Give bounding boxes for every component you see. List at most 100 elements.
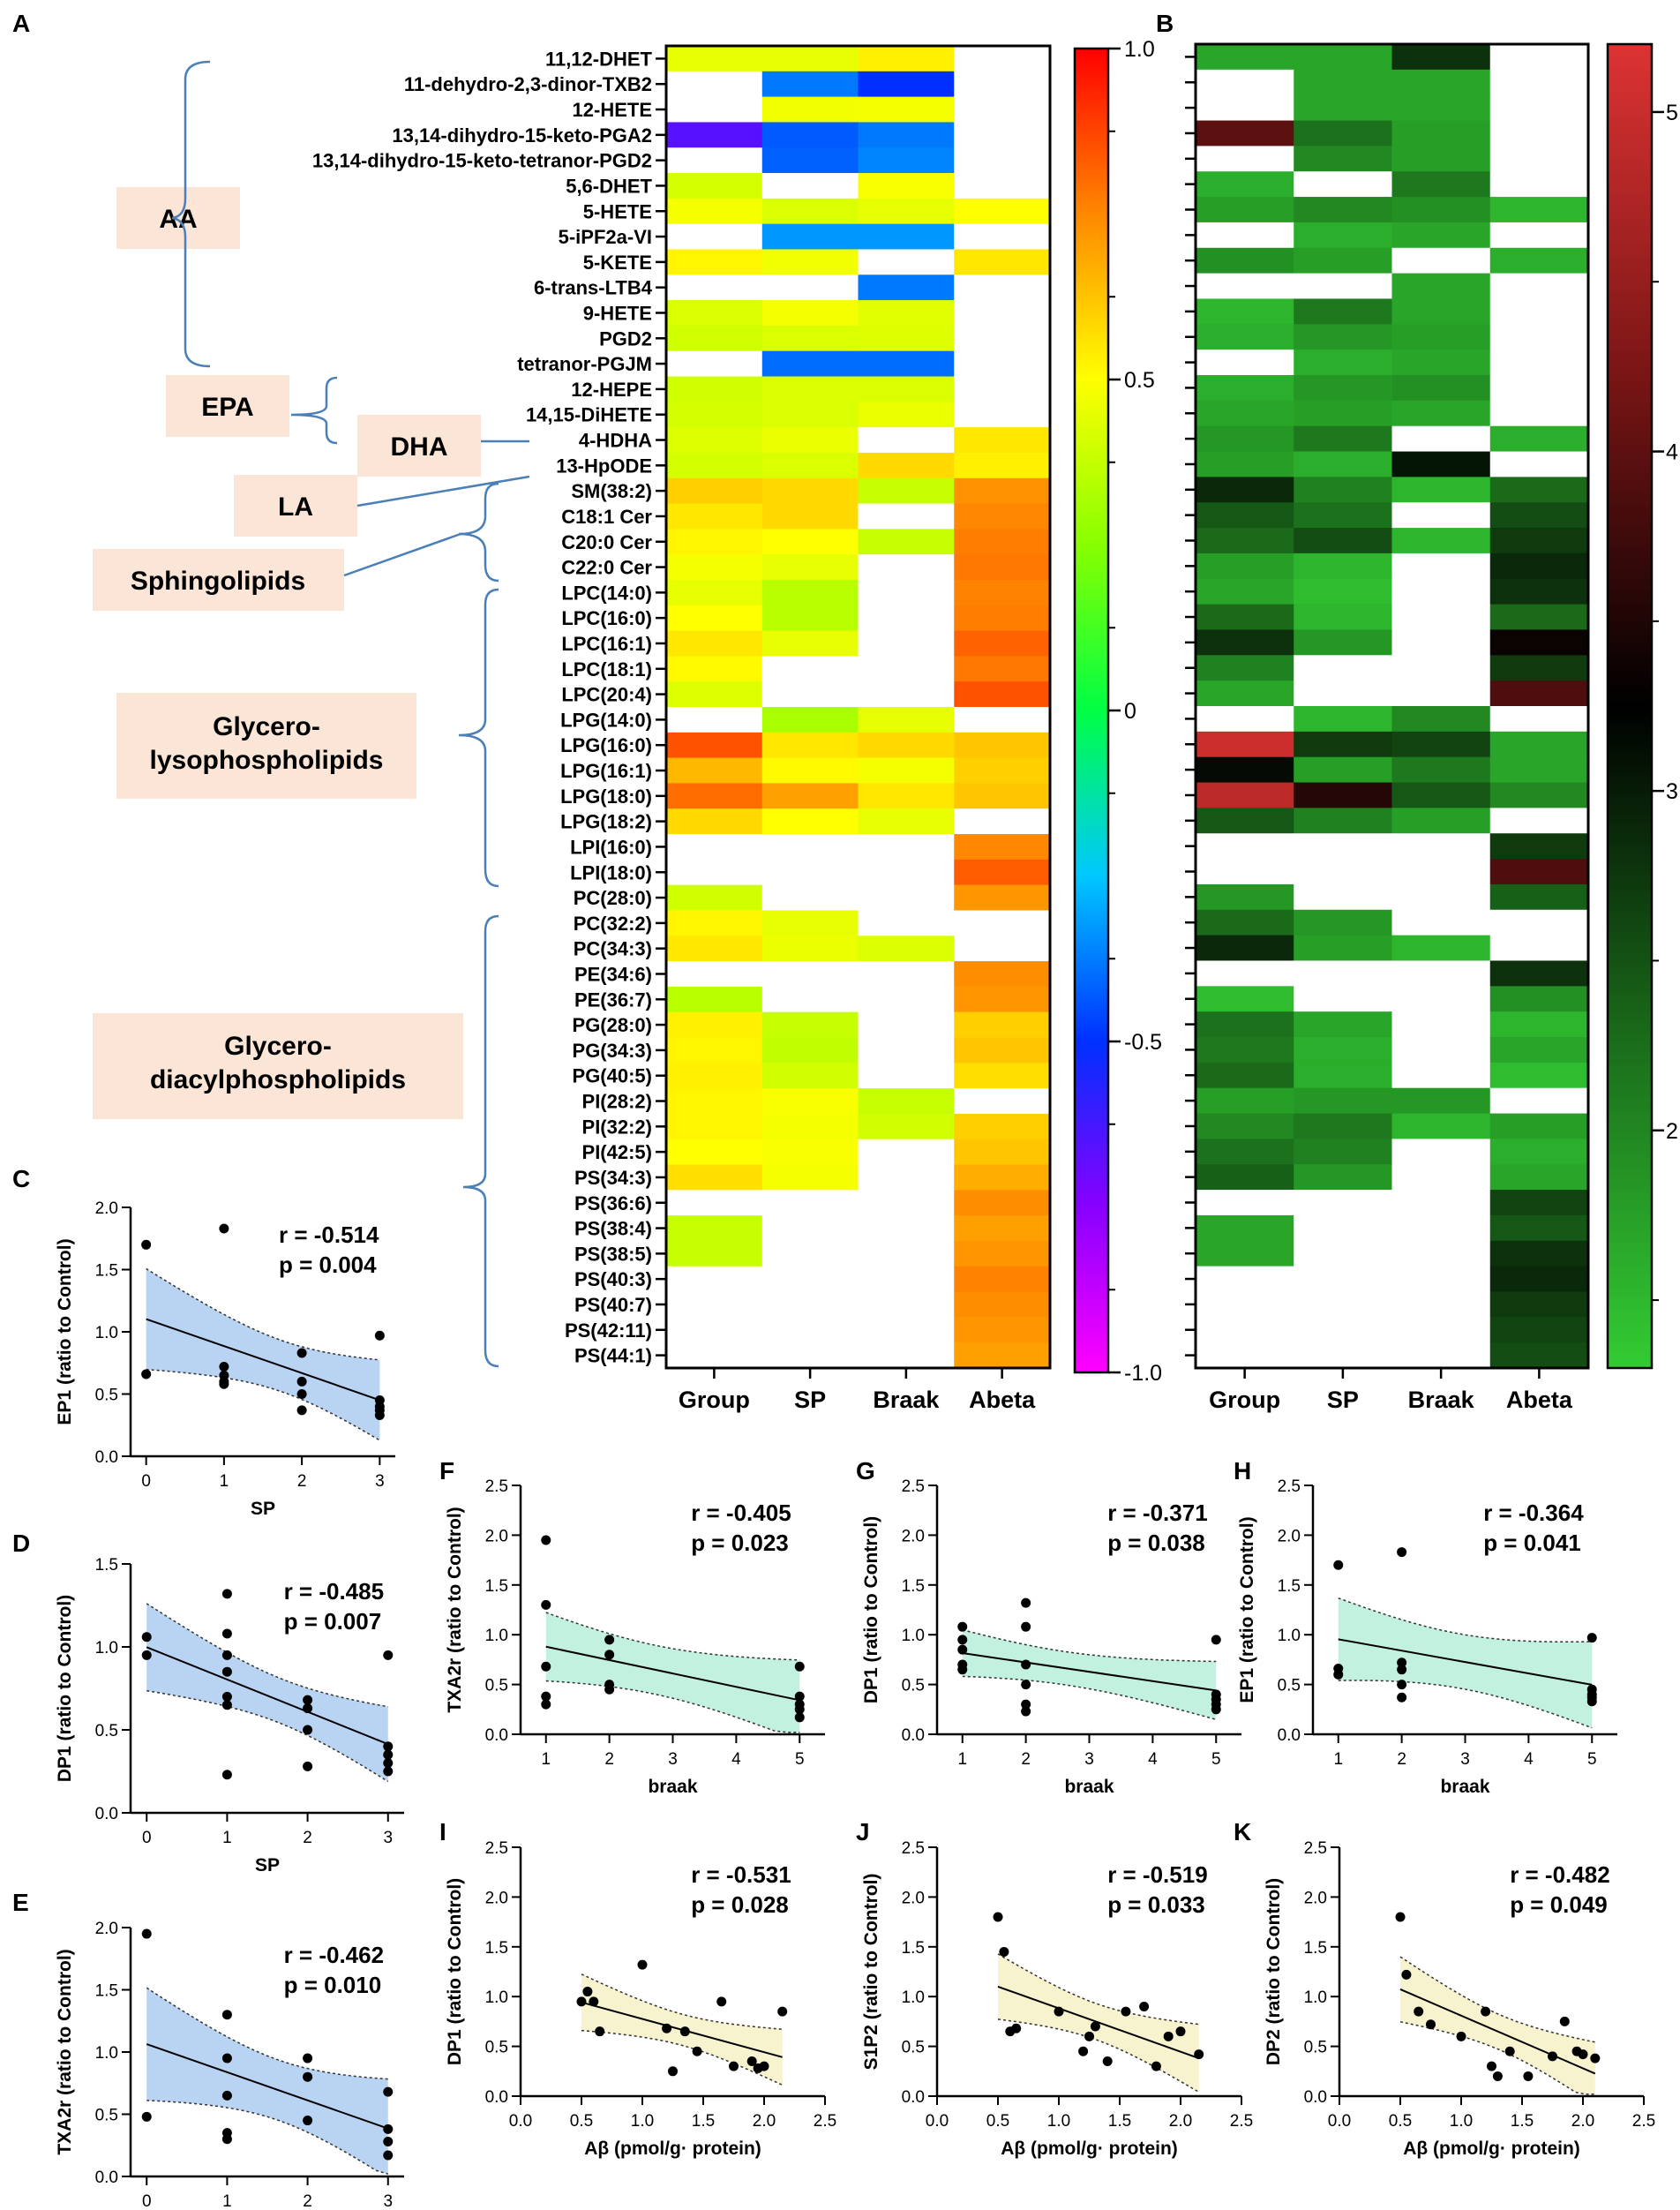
heatmap-row-label: LPI(18:0) [570,861,652,883]
heatmap-b-cell [1489,1190,1589,1216]
heatmap-b-cell [1489,1139,1589,1165]
data-point [1456,2031,1466,2041]
panel-letter-g: G [856,1457,875,1485]
heatmap-b-cell [1294,552,1392,580]
x-tick-label: 1.0 [631,2112,654,2131]
x-tick-label: 3 [1084,1750,1094,1769]
heatmap-b-cell [1196,883,1294,911]
heatmap-cell [858,249,955,275]
scatter-panel-h: 0.0 0.5 1.0 1.5 2.0 2.5 1 2 3 4 5 braak EP1 (ratio t… [1237,1477,1617,1797]
heatmap-row-label: tetranor-PGJM [517,353,652,375]
heatmap-b-cell [1489,298,1589,325]
data-point [219,1379,229,1389]
confidence-lower [962,1675,1217,1721]
y-tick-label: 0.0 [95,1448,118,1467]
heatmap-cell [858,1139,955,1166]
data-point [1090,2021,1100,2032]
colorbar-b-tick-label: 5 [1666,101,1678,125]
heatmap-row-label: PS(36:6) [574,1192,652,1214]
data-point [1021,1659,1031,1670]
correlation-p: p = 0.033 [1107,1891,1205,1918]
scatter-panel-e: 0.00.51.01.52.00123SPTXA2r (ratio to Con… [55,1920,404,2210]
colorbar-correlation-ticks: 1.0 0.5 0 -0.5 -1.0 [1108,37,1162,1386]
heatmap-cell [761,757,859,784]
heatmap-b-cell [1391,477,1491,503]
heatmap-b-cell [1391,1113,1491,1139]
heatmap-cell [858,529,955,555]
data-point [303,1695,313,1705]
heatmap-row-label: 13,14-dihydro-15-keto-tetranor-PGD2 [312,150,652,172]
heatmap-b-cell [1196,350,1294,376]
panel-letter-f: F [439,1457,454,1485]
data-point [777,2006,788,2017]
heatmap-b-cell [1294,477,1392,503]
heatmap-row-label: SM(38:2) [571,480,652,502]
heatmap-cell [761,579,859,606]
heatmap-cell [954,681,1051,708]
x-axis-label: Aβ (pmol/g· protein) [584,2139,761,2159]
heatmap-cell [954,402,1051,428]
heatmap-b-cell [1391,1087,1491,1115]
heatmap-cell [666,1139,763,1166]
heatmap-b-cell [1196,578,1294,605]
y-tick-label: 2.5 [485,1839,508,1858]
panel-letter-b: B [1156,10,1174,37]
confidence-upper [962,1628,1217,1663]
correlation-p: p = 0.028 [691,1891,789,1918]
y-tick-label: 2.0 [95,1199,118,1218]
y-tick-label: 0.5 [485,2039,508,2057]
heatmap-row-label: PG(28:0) [573,1014,652,1036]
heatmap-cell [858,402,955,428]
heatmap-cell [954,147,1051,174]
x-tick-label: 2.0 [1571,2112,1594,2131]
x-tick-label: 0 [142,2192,152,2210]
heatmap-cell [858,834,955,861]
heatmap-cell [761,554,859,581]
data-point [1401,1969,1412,1980]
heatmap-b-cell [1489,1062,1589,1089]
heatmap-cell [954,732,1051,759]
data-point [1021,1621,1031,1632]
data-point [1586,1696,1597,1707]
heatmap-cell [954,630,1051,657]
heatmap-b-cell [1294,655,1392,681]
heatmap-row-labels: 11,12-DHET 11-dehydro-2,3-dinor-TXB2 12-HE… [312,48,666,1367]
scatter-panel-k: 0.0 0.5 1.0 1.5 2.0 2.5 0.0 0.5 1.0 1.5 2.0 2.5 Aβ (… [1264,1839,1655,2159]
heatmap-b-cell [1391,528,1491,554]
data-point [1492,2071,1503,2081]
data-point [1523,2071,1534,2081]
heatmap-cell [761,1164,859,1191]
y-tick-label: 1.0 [1304,1988,1327,2007]
data-point [1021,1597,1031,1608]
heatmap-b-cell [1489,324,1589,350]
heatmap-b-cell [1294,528,1392,554]
heatmap-cell [666,1063,763,1089]
data-point [221,2134,232,2145]
heatmap-b-cell [1196,1113,1294,1139]
heatmap-cell [858,605,955,632]
heatmap-row-label: LPG(18:2) [560,811,652,833]
data-point [746,2056,757,2067]
heatmap-row-label: PI(42:5) [582,1141,652,1163]
heatmap-b-cell [1391,1164,1491,1191]
scatter-panel-g: 0.0 0.5 1.0 1.5 2.0 2.5 1 2 3 4 5 braak DP1 (ratio t… [861,1477,1241,1797]
correlation-p: p = 0.023 [691,1530,789,1556]
heatmap-cell [858,1164,955,1191]
heatmap-b-cell [1489,552,1589,580]
panel-letter-e: E [12,1889,29,1916]
heatmap-b-cell [1489,756,1589,784]
heatmap-cell [954,1291,1051,1318]
heatmap-row-label: C18:1 Cer [561,506,652,528]
heatmap-cell [761,859,859,886]
x-tick-label: 0.0 [509,2112,532,2131]
x-tick-label: 1.5 [692,2112,715,2131]
y-tick-label: 1.0 [95,1324,118,1342]
heatmap-b-cell [1294,502,1392,529]
x-tick-label: 2 [303,2192,312,2210]
heatmap-b-cell [1196,247,1294,274]
heatmap-b-cell [1196,375,1294,402]
x-tick-label: 1 [222,2192,232,2210]
heatmap-cell [761,1139,859,1166]
data-point [1414,2006,1424,2017]
heatmap-cell [954,1164,1051,1191]
